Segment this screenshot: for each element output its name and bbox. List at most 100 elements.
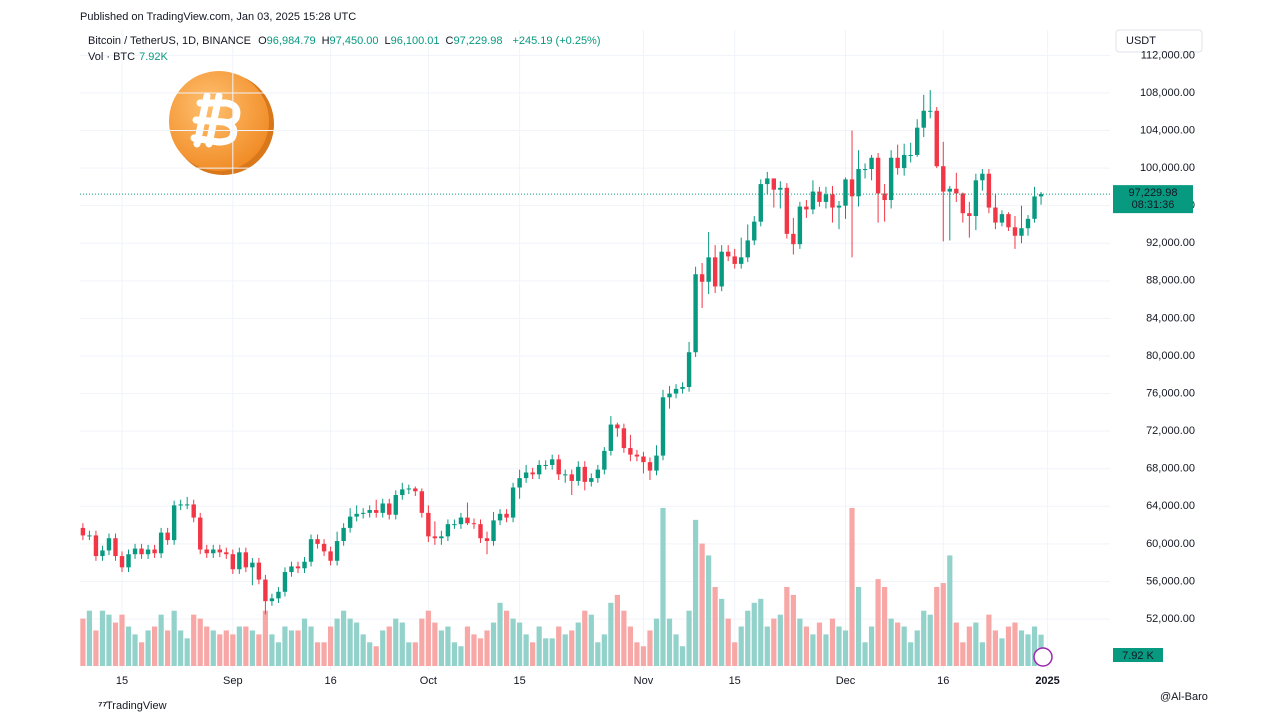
volume-bar bbox=[790, 594, 796, 666]
candle-body bbox=[706, 257, 711, 282]
candle-body bbox=[595, 469, 601, 479]
volume-bar bbox=[93, 630, 99, 666]
candle-body bbox=[862, 169, 868, 171]
y-tick-label: 92,000.00 bbox=[1146, 237, 1195, 249]
volume-bar bbox=[673, 634, 679, 666]
candle-body bbox=[667, 393, 672, 398]
candle-body bbox=[745, 240, 750, 258]
ohlc-value: 96,984.79 bbox=[266, 35, 316, 47]
candle-body bbox=[817, 191, 822, 202]
volume-bar bbox=[419, 618, 425, 666]
candle-body bbox=[334, 541, 340, 561]
volume-bar bbox=[464, 626, 471, 666]
volume-bar bbox=[627, 626, 634, 666]
candle-body bbox=[406, 488, 411, 490]
candle-body bbox=[289, 566, 294, 573]
ohlc-key: O bbox=[258, 35, 267, 47]
ohlc-value: 97,450.00 bbox=[329, 35, 379, 47]
candle-body bbox=[360, 512, 366, 514]
candle-body bbox=[263, 579, 268, 602]
volume-bar bbox=[314, 642, 321, 666]
candle-body bbox=[875, 157, 881, 194]
candle-body bbox=[452, 524, 457, 526]
candle-body bbox=[367, 510, 372, 513]
candle-body bbox=[230, 554, 236, 570]
candle-body bbox=[106, 538, 112, 551]
volume-bar bbox=[165, 630, 171, 666]
volume-bar bbox=[80, 618, 86, 666]
candle-body bbox=[758, 184, 763, 222]
volume-bar bbox=[171, 610, 177, 666]
volume-bar bbox=[99, 610, 106, 666]
volume-bar bbox=[836, 626, 842, 666]
candle-body bbox=[543, 464, 548, 466]
volume-bar bbox=[477, 638, 484, 666]
x-tick-label: 15 bbox=[513, 675, 525, 687]
candle-body bbox=[458, 517, 464, 525]
y-tick-label: 112,000.00 bbox=[1141, 49, 1195, 61]
candle-body bbox=[856, 169, 861, 197]
volume-bar bbox=[406, 642, 412, 666]
volume-bar bbox=[692, 519, 699, 666]
candle-body bbox=[986, 173, 992, 208]
volume-bar bbox=[360, 634, 366, 666]
volume-bar bbox=[151, 626, 158, 666]
y-tick-label: 60,000.00 bbox=[1146, 538, 1195, 550]
volume-bar bbox=[868, 626, 875, 666]
volume-bar bbox=[471, 634, 477, 666]
candle-body bbox=[302, 561, 307, 569]
volume-bar bbox=[1031, 626, 1038, 666]
volume-bar bbox=[334, 618, 340, 666]
volume-bar bbox=[138, 642, 145, 666]
volume-bar bbox=[686, 610, 692, 666]
candle-body bbox=[139, 548, 144, 555]
x-tick-label: Nov bbox=[634, 675, 654, 687]
symbol: Bitcoin / TetherUS, 1D, BINANCE bbox=[88, 35, 252, 47]
candle-body bbox=[888, 157, 894, 201]
candle-body bbox=[882, 193, 887, 201]
volume-bar bbox=[445, 626, 451, 666]
candle-body bbox=[1019, 228, 1024, 236]
volume-bar bbox=[308, 626, 314, 666]
ohlc-key: H bbox=[321, 35, 330, 47]
candle-body bbox=[471, 523, 477, 525]
volume-bar bbox=[940, 583, 946, 666]
currency-box bbox=[1115, 29, 1203, 53]
candle-body bbox=[93, 535, 99, 557]
volume-bar bbox=[204, 626, 210, 666]
candle-body bbox=[113, 538, 118, 557]
candle-body bbox=[1012, 227, 1018, 236]
volume-bar bbox=[380, 630, 386, 666]
volume-bar bbox=[771, 618, 777, 666]
volume-bar bbox=[497, 602, 503, 666]
volume-bar bbox=[777, 614, 783, 666]
candle-body bbox=[947, 188, 952, 192]
candle-body bbox=[582, 466, 587, 482]
volume-bar bbox=[816, 622, 823, 666]
volume-bar bbox=[230, 634, 236, 666]
candle-body bbox=[419, 491, 425, 513]
volume-bar bbox=[301, 618, 308, 666]
candle-body bbox=[426, 512, 431, 537]
volume-bar bbox=[158, 614, 164, 666]
candle-body bbox=[374, 510, 379, 513]
x-tick-label: Dec bbox=[836, 675, 856, 687]
candle-body bbox=[699, 274, 705, 282]
volume-bar bbox=[132, 634, 138, 666]
currency: USDT bbox=[1126, 35, 1156, 47]
candle-body bbox=[132, 548, 138, 555]
published: Published on TradingView.com, Jan 03, 20… bbox=[80, 11, 356, 23]
candle-body bbox=[171, 505, 177, 541]
volume-bar bbox=[745, 610, 751, 666]
volume-bar bbox=[908, 642, 914, 666]
volume-bar bbox=[621, 610, 627, 666]
volume-bar bbox=[934, 587, 940, 666]
change: +245.19 (+0.25%) bbox=[512, 35, 601, 47]
volume-bar bbox=[106, 614, 112, 666]
volume-bar bbox=[125, 626, 132, 666]
candle-body bbox=[276, 591, 281, 599]
volume-bar bbox=[249, 630, 255, 666]
x-tick-label: 15 bbox=[729, 675, 741, 687]
candle-body bbox=[836, 205, 842, 208]
